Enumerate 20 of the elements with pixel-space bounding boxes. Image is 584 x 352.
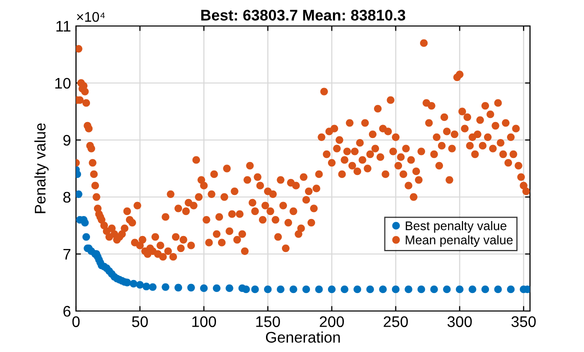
x-tick-label: 300 bbox=[448, 316, 472, 328]
x-tick-label: 250 bbox=[384, 316, 408, 328]
y-tick-label: 10 bbox=[55, 78, 71, 89]
y-tick-label: 11 bbox=[56, 21, 70, 32]
x-tick-label: 50 bbox=[132, 316, 148, 328]
x-tick-label: 200 bbox=[320, 316, 344, 328]
y-tick-label: 7 bbox=[63, 249, 70, 260]
y-tick-label: 9 bbox=[63, 134, 70, 146]
y-axis-title: Penalty value bbox=[34, 123, 49, 214]
y-tick-label: 8 bbox=[63, 192, 70, 203]
y-tick-label: 6 bbox=[63, 306, 70, 317]
legend-label: Mean penalty value bbox=[406, 235, 513, 247]
chart-title: Best: 63803.7 Mean: 83810.3 bbox=[201, 10, 406, 21]
x-tick-label: 100 bbox=[192, 316, 216, 328]
x-tick-label: 150 bbox=[256, 316, 280, 328]
text: ×10⁴ bbox=[76, 12, 105, 22]
x-axis-title: Generation bbox=[266, 331, 340, 343]
x-tick-label: 0 bbox=[72, 316, 80, 328]
x-tick-label: 350 bbox=[511, 316, 536, 328]
legend-label: Best penalty value bbox=[406, 221, 506, 233]
